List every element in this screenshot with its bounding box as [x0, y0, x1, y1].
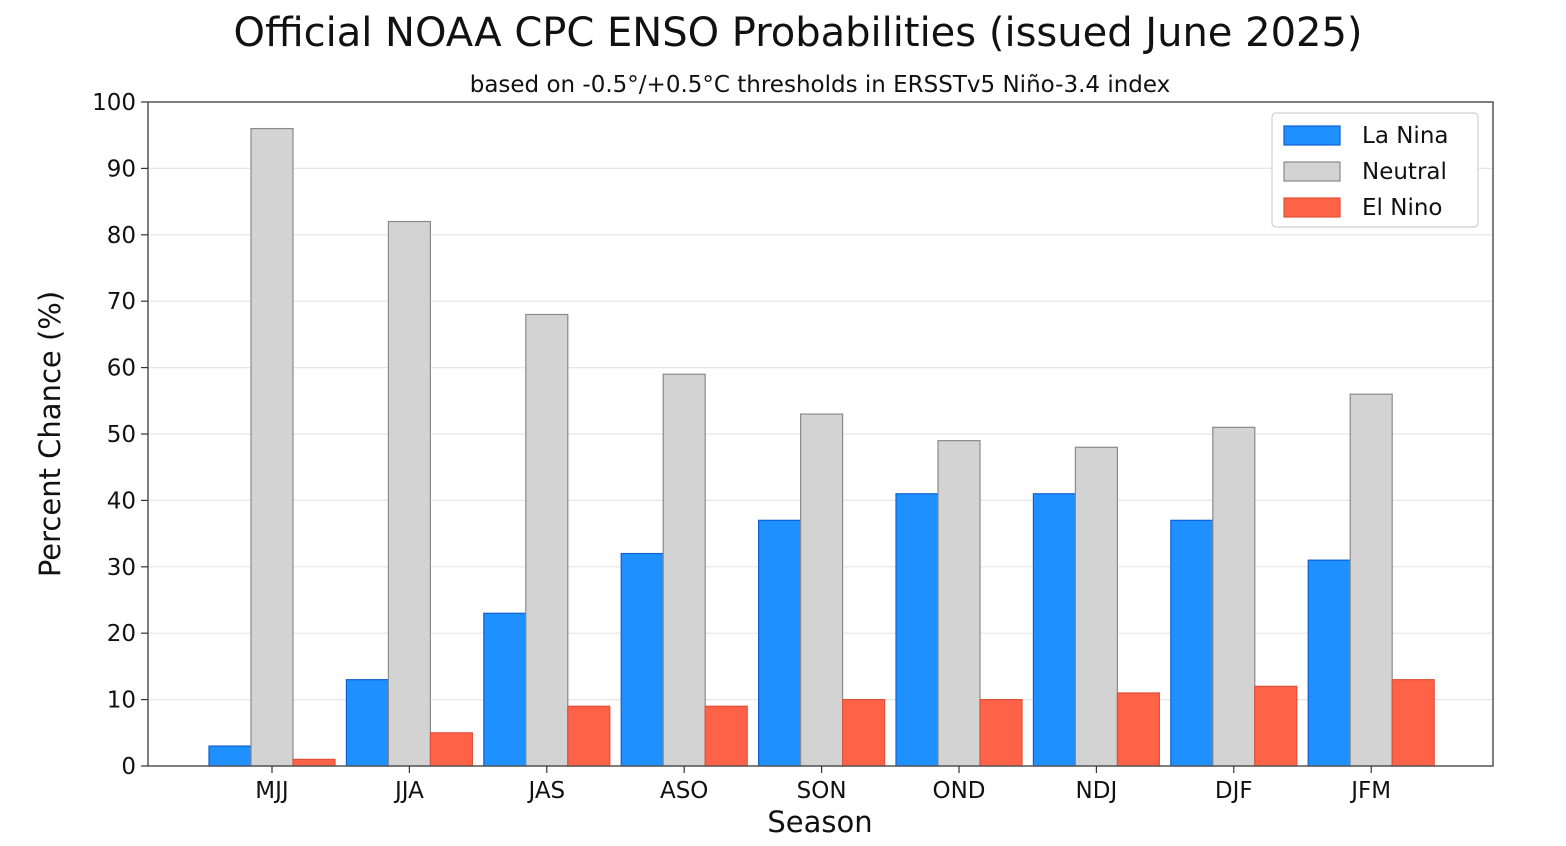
- legend-label: El Nino: [1362, 195, 1442, 221]
- x-axis-ticks: MJJ JJA JAS ASO SON OND NDJ DJF JFM: [255, 766, 1391, 804]
- x-tick-label: OND: [932, 778, 985, 804]
- y-tick-label: 80: [107, 223, 136, 249]
- bar-neutral-jas: [525, 313, 569, 767]
- legend-swatch-la-nina: [1283, 125, 1341, 146]
- legend-swatch-neutral: [1283, 161, 1341, 182]
- x-tick-label: JFM: [1349, 778, 1391, 804]
- bar-el-nino-djf: [1254, 685, 1298, 767]
- bar-la-nina-djf: [1170, 519, 1214, 767]
- legend-swatch-el-nino: [1283, 197, 1341, 218]
- bar-la-nina-aso: [620, 552, 664, 767]
- x-tick-label: ASO: [660, 778, 708, 804]
- bar-el-nino-jfm: [1391, 679, 1435, 767]
- y-tick-label: 40: [107, 488, 136, 514]
- y-tick-label: 70: [107, 289, 136, 315]
- y-tick-label: 0: [121, 754, 136, 780]
- y-tick-label: 60: [107, 356, 136, 382]
- y-tick-label: 100: [92, 90, 136, 116]
- x-tick-label: MJJ: [255, 778, 288, 804]
- bar-la-nina-ndj: [1032, 493, 1077, 767]
- bar-el-nino-ndj: [1116, 692, 1161, 767]
- bar-el-nino-jja: [429, 732, 473, 767]
- chart-subtitle: based on -0.5°/+0.5°C thresholds in ERSS…: [470, 72, 1171, 98]
- bar-neutral-ndj: [1074, 446, 1119, 767]
- y-tick-label: 20: [107, 621, 136, 647]
- bar-neutral-jja: [387, 220, 431, 767]
- bar-neutral-son: [799, 413, 844, 767]
- bar-la-nina-ond: [895, 493, 939, 767]
- bar-la-nina-jfm: [1307, 559, 1351, 767]
- legend: La Nina Neutral El Nino: [1271, 112, 1479, 228]
- y-tick-label: 10: [107, 688, 136, 714]
- bar-neutral-djf: [1212, 426, 1256, 767]
- x-tick-label: JAS: [526, 778, 565, 804]
- legend-label: Neutral: [1362, 159, 1447, 185]
- bar-neutral-ond: [937, 440, 981, 767]
- x-tick-label: SON: [797, 778, 847, 804]
- bar-el-nino-son: [841, 698, 886, 767]
- bar-la-nina-jja: [345, 679, 389, 767]
- bar-la-nina-jas: [483, 612, 527, 767]
- bars: [208, 127, 1435, 767]
- bar-el-nino-mjj: [292, 758, 336, 767]
- bar-la-nina-mjj: [208, 745, 252, 767]
- x-axis-label: Season: [767, 805, 872, 839]
- chart-title: Official NOAA CPC ENSO Probabilities (is…: [233, 10, 1362, 56]
- y-tick-label: 90: [107, 156, 136, 182]
- y-axis-ticks: 0 10 20 30 40 50 60 70 80 90 100: [92, 90, 148, 780]
- x-tick-label: JJA: [393, 778, 424, 804]
- bar-neutral-jfm: [1349, 393, 1393, 767]
- y-tick-label: 30: [107, 555, 136, 581]
- x-tick-label: NDJ: [1076, 778, 1118, 804]
- bar-el-nino-jas: [567, 705, 611, 767]
- x-tick-label: DJF: [1215, 778, 1253, 804]
- y-tick-label: 50: [107, 422, 136, 448]
- bar-el-nino-ond: [979, 698, 1023, 767]
- bar-neutral-aso: [662, 373, 706, 767]
- bar-neutral-mjj: [250, 127, 294, 767]
- y-axis-label: Percent Chance (%): [33, 291, 67, 577]
- bar-el-nino-aso: [704, 705, 748, 767]
- legend-label: La Nina: [1362, 123, 1449, 149]
- bar-la-nina-son: [757, 519, 802, 767]
